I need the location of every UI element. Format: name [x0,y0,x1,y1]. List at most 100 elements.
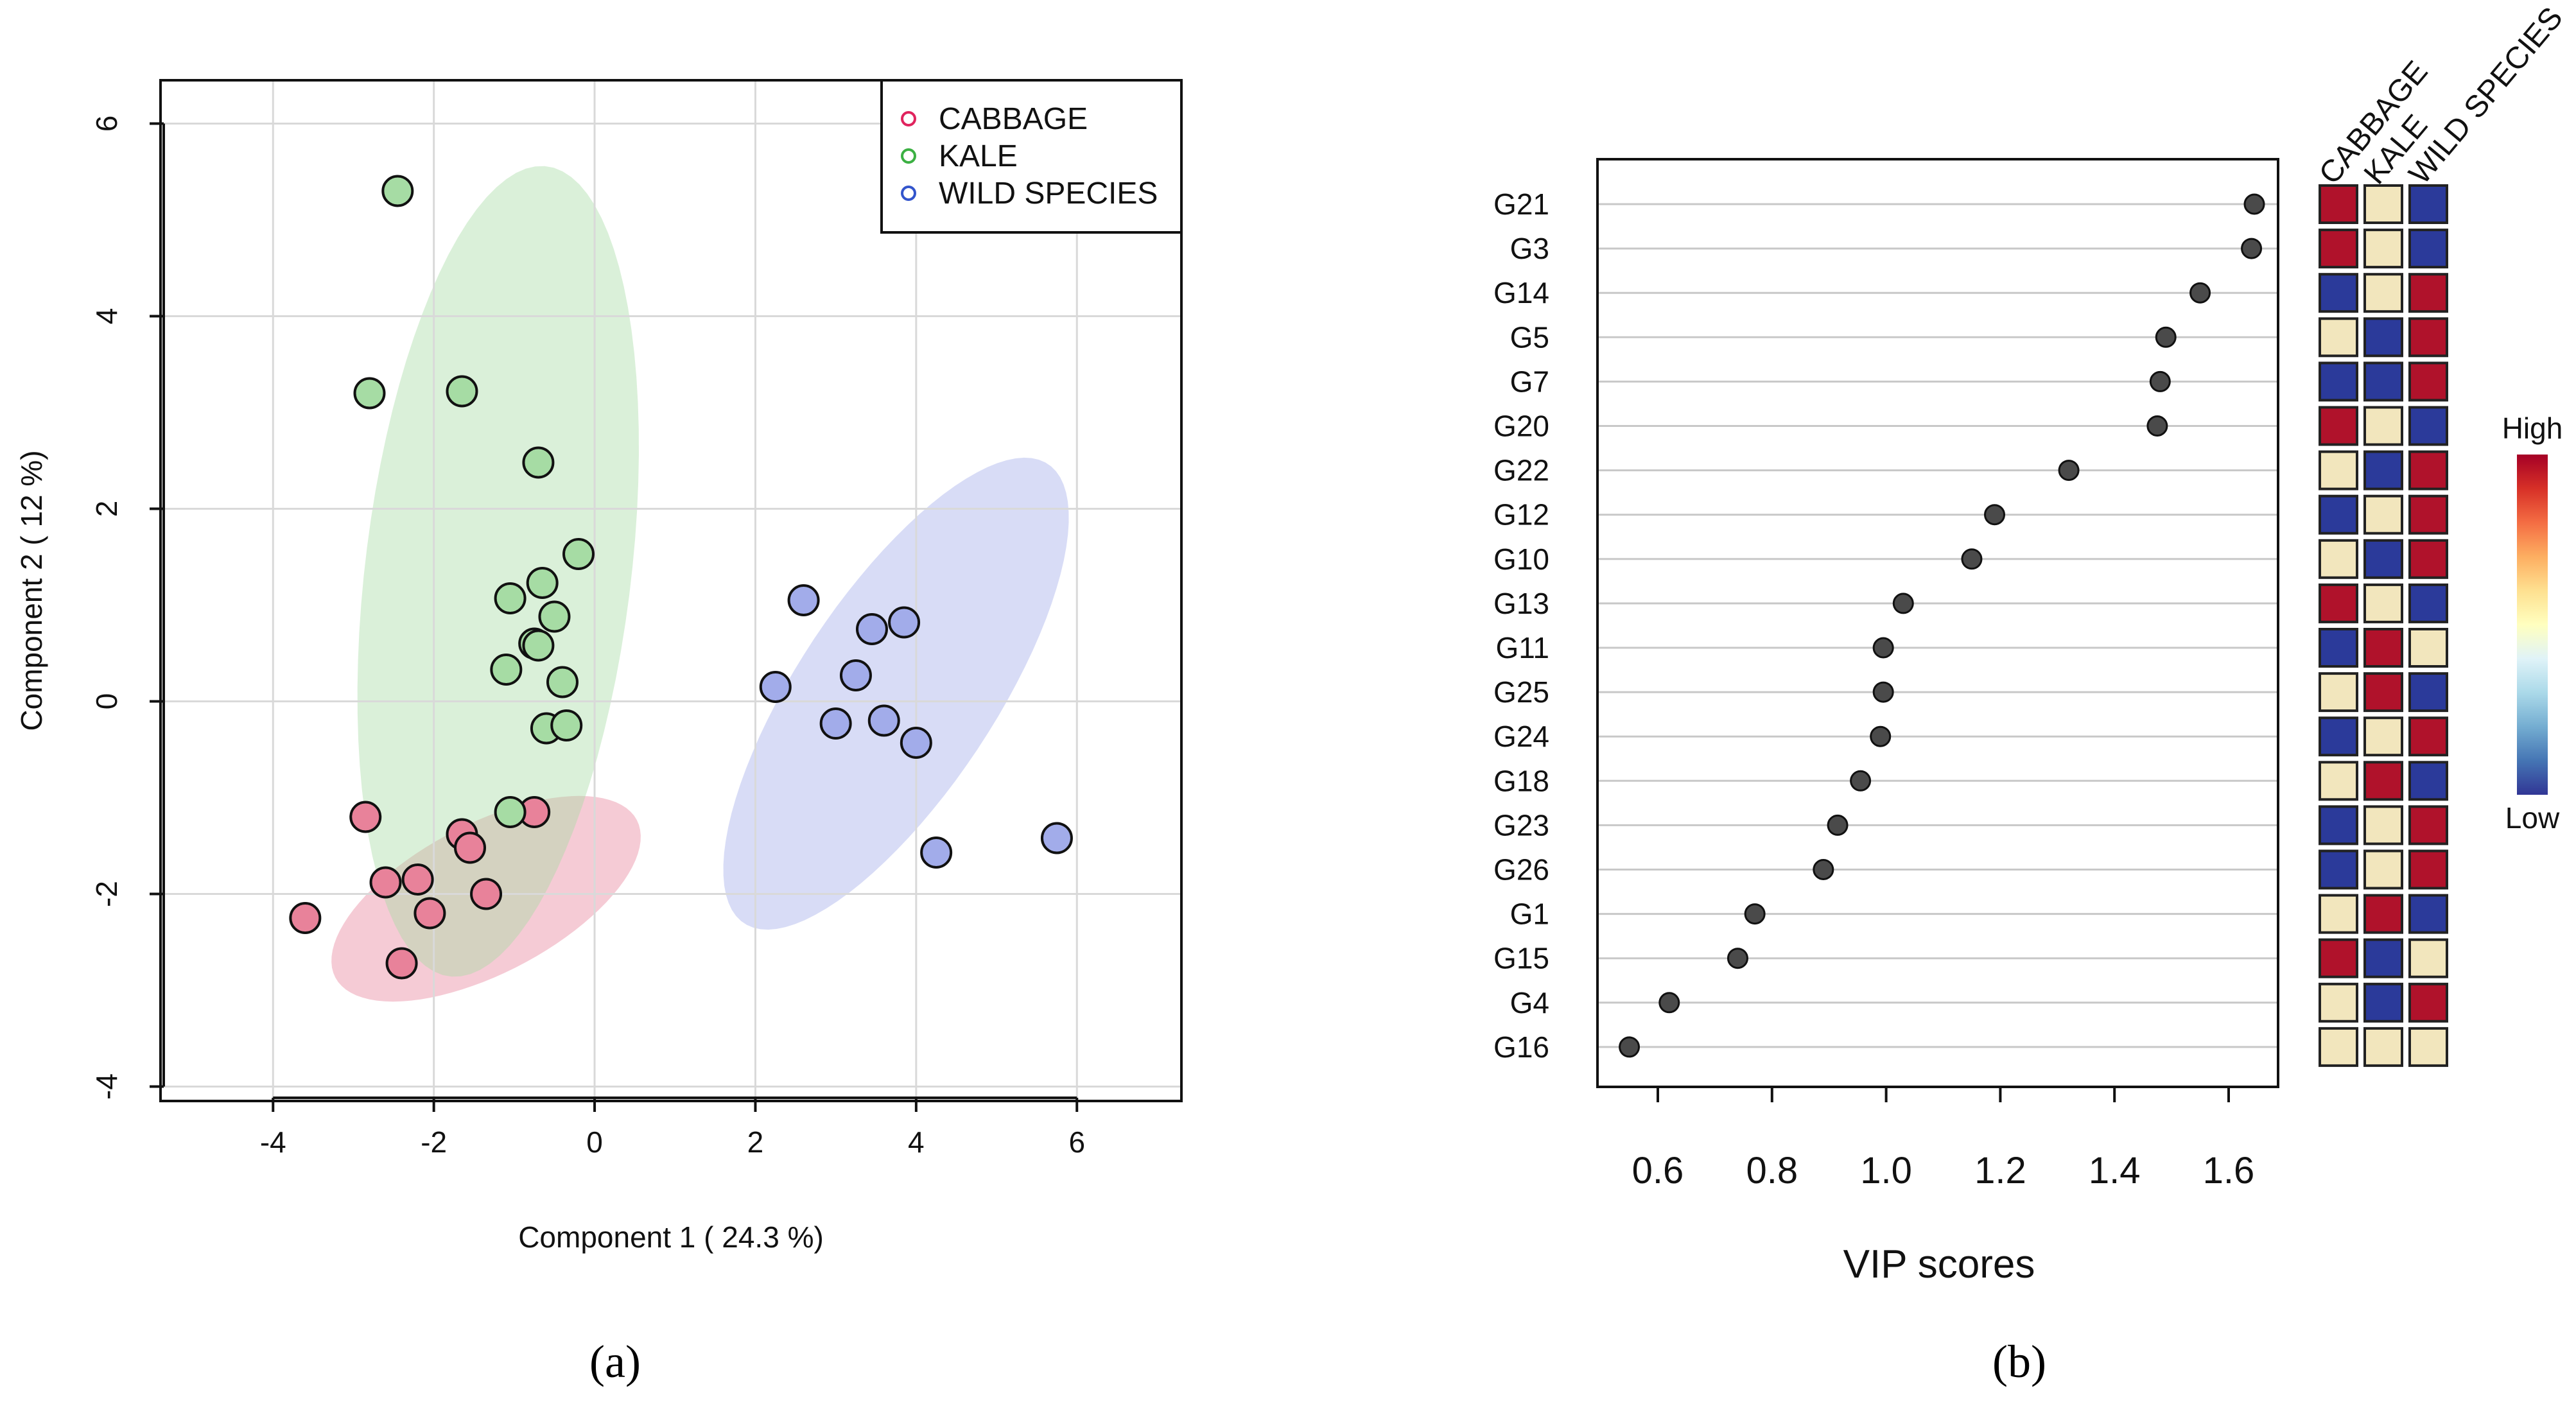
row-label: G25 [1493,675,1549,709]
row-label: G5 [1510,320,1549,354]
point-cabbage [470,878,503,910]
vip-point [1827,814,1849,836]
point-wild-species [855,613,888,645]
heatmap-cell [2363,1027,2403,1067]
y-tick-label: 0 [90,693,123,710]
heatmap-cell [2408,273,2448,313]
heatmap-cell [2408,494,2448,535]
vip-point [1813,859,1834,880]
point-kale [538,600,571,633]
heatmap-cell [2319,539,2358,579]
heatmap-cell [2319,628,2358,668]
point-wild-species [900,727,932,759]
y-tick-label: -2 [90,881,123,907]
x-axis-label: Component 1 ( 24.3 %) [518,1220,824,1254]
heatmap-cell [2363,406,2403,446]
row-label: G18 [1493,764,1549,797]
heatmap-cell [2408,761,2448,801]
point-kale [546,666,579,698]
point-cabbage [413,897,446,930]
point-kale [526,567,559,599]
heatmap-cell [2408,1027,2448,1067]
y-tick-label: 2 [90,501,123,517]
panel-label-b: (b) [1992,1336,2046,1387]
heatmap-cell [2363,938,2403,978]
point-wild-species [888,606,921,639]
row-label: G4 [1510,986,1549,1019]
point-kale [494,796,527,828]
heatmap-cell [2319,406,2358,446]
heatmap-cell [2363,184,2403,224]
point-kale [550,709,583,741]
x-tick-label: 0.6 [1632,1150,1684,1192]
heatmap-cell [2363,628,2403,668]
point-wild-species [867,704,900,737]
legend-marker-kale [901,148,916,164]
heatmap-cell [2319,761,2358,801]
row-label: G15 [1493,942,1549,975]
point-cabbage [349,801,382,833]
row-label: G13 [1493,587,1549,620]
row-label: G11 [1495,631,1549,664]
point-wild-species [819,707,852,740]
heatmap-cell [2319,494,2358,535]
row-label: G12 [1493,498,1549,532]
heatmap-cell [2408,805,2448,845]
x-tick-label: 1.2 [1974,1150,2026,1192]
heatmap-cell [2363,672,2403,713]
heatmap-cell [2363,539,2403,579]
heatmap-cell [2408,539,2448,579]
point-kale [353,377,386,410]
heatmap-cell [2363,229,2403,269]
heatmap-cell [2319,672,2358,713]
x-tick-label: 1.6 [2203,1150,2255,1192]
heatmap [2319,184,2448,1067]
x-axis-label: VIP scores [1843,1242,2035,1287]
scale-high-label: High [2502,412,2563,445]
vip-point [1872,681,1894,703]
x-tick-label: 0 [586,1125,603,1159]
panel-label-a: (a) [589,1336,641,1387]
plot-frame [1596,158,2279,1088]
vip-point [2149,370,2171,392]
x-tick-label: 4 [908,1125,925,1159]
row-label: G20 [1493,410,1549,443]
heatmap-cell [2363,894,2403,934]
heatmap-cell [2363,361,2403,402]
x-tick-label: 1.4 [2089,1150,2141,1192]
point-cabbage [454,831,487,864]
heatmap-cell [2319,716,2358,757]
heatmap-cell [2363,982,2403,1023]
point-wild-species [787,584,820,616]
row-label: G10 [1493,542,1549,576]
legend-label: KALE [939,139,1018,173]
y-tick-label: 6 [90,116,123,132]
point-cabbage [369,866,402,899]
x-tick-label: -4 [260,1125,286,1159]
vip-point [1984,504,2006,526]
heatmap-cell [2408,229,2448,269]
row-label: G23 [1493,808,1549,842]
vip-point [1872,637,1894,659]
x-tick-label: 1.0 [1860,1150,1912,1192]
heatmap-cell [2408,716,2448,757]
legend-box [880,79,1183,234]
row-label: G3 [1510,232,1549,265]
point-wild-species [759,671,792,703]
heatmap-cell [2319,849,2358,890]
heatmap-cell [2363,273,2403,313]
x-tick-label: 2 [747,1125,764,1159]
x-tick-label: 0.8 [1746,1150,1798,1192]
scale-low-label: Low [2505,801,2560,835]
legend-marker-wild-species [901,186,916,201]
heatmap-cell [2408,361,2448,402]
heatmap-cell [2363,849,2403,890]
row-label: G24 [1493,720,1549,753]
heatmap-cell [2319,184,2358,224]
ellipse-kale [357,166,639,977]
color-scale: High Low [2502,412,2563,835]
point-cabbage [401,863,434,896]
point-cabbage [289,902,322,934]
